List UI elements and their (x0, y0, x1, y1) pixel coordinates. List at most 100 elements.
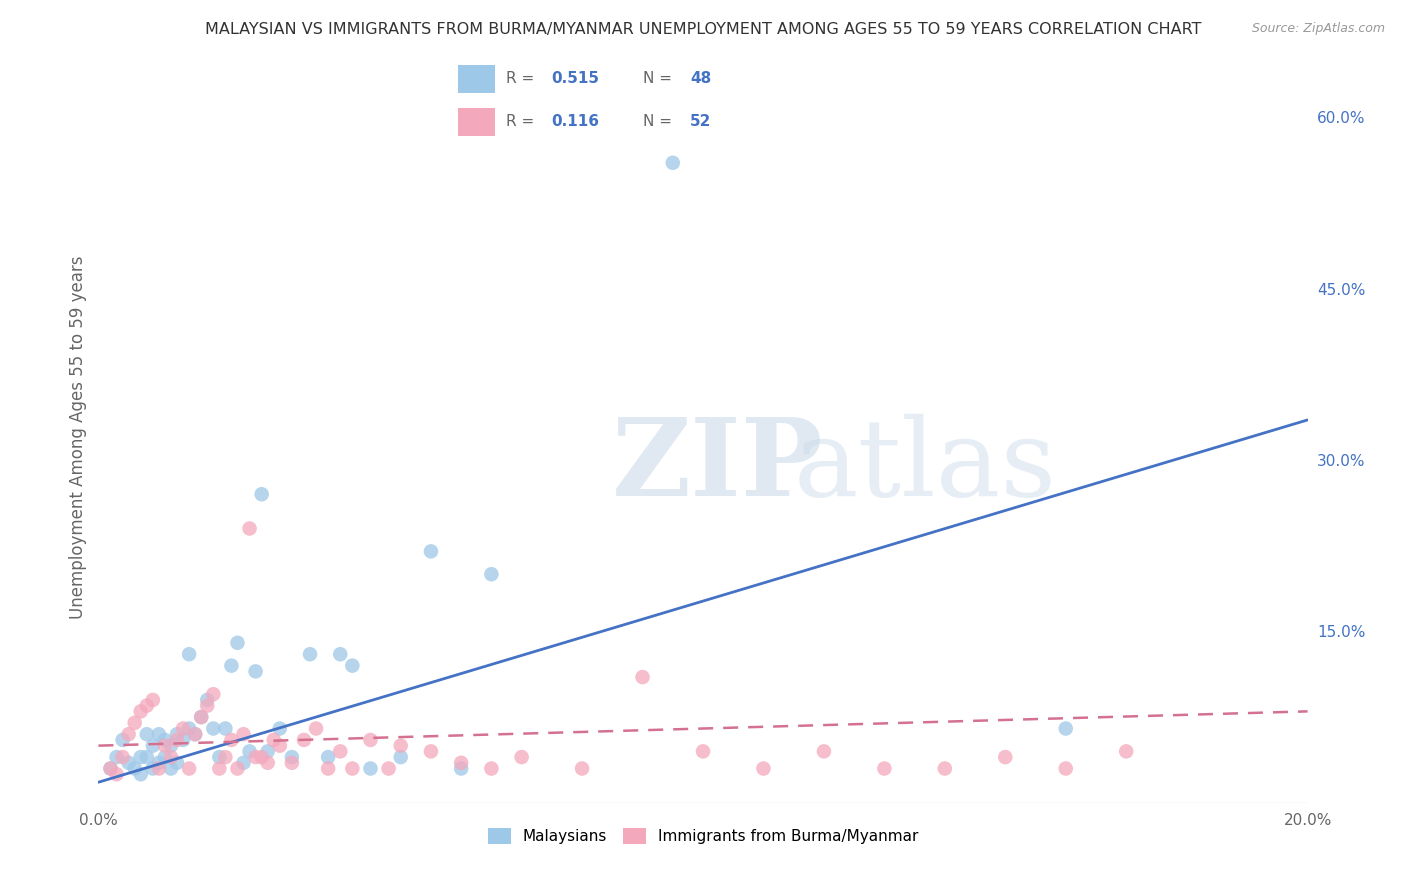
Point (377, 762, 399, 776)
Point (281, 750, 304, 764)
Point (202, 687, 225, 701)
Point (105, 767, 128, 781)
Point (100, 762, 122, 776)
Point (873, 762, 896, 776)
Point (208, 750, 231, 764)
Point (510, 750, 533, 764)
Point (195, 693, 218, 707)
Point (142, 762, 165, 776)
Point (221, 733, 243, 747)
Point (299, 647, 322, 661)
FancyBboxPatch shape (458, 108, 495, 136)
Point (316, 750, 339, 764)
Text: N =: N = (643, 71, 676, 87)
Point (269, 739, 291, 753)
Point (124, 715, 146, 730)
Point (292, 733, 315, 747)
Point (256, 756, 278, 770)
Point (148, 762, 170, 776)
Point (389, 750, 412, 764)
Point (226, 636, 249, 650)
Point (994, 750, 1017, 764)
Point (166, 756, 188, 770)
Text: Source: ZipAtlas.com: Source: ZipAtlas.com (1251, 22, 1385, 36)
Point (129, 767, 152, 781)
Point (232, 727, 254, 741)
Point (1054, 722, 1077, 736)
Point (166, 733, 188, 747)
Text: MALAYSIAN VS IMMIGRANTS FROM BURMA/MYANMAR UNEMPLOYMENT AMONG AGES 55 TO 59 YEAR: MALAYSIAN VS IMMIGRANTS FROM BURMA/MYANM… (205, 22, 1201, 37)
Point (360, 733, 382, 747)
Point (118, 756, 141, 770)
Point (281, 756, 304, 770)
Point (166, 727, 188, 741)
Point (420, 544, 443, 558)
Text: 0.116: 0.116 (551, 114, 599, 129)
Text: R =: R = (506, 71, 538, 87)
Point (214, 722, 236, 736)
Point (160, 750, 183, 764)
Point (481, 567, 503, 582)
Point (148, 727, 170, 741)
Point (226, 762, 249, 776)
Text: atlas: atlas (793, 414, 1057, 519)
Point (631, 670, 654, 684)
Point (221, 658, 243, 673)
Point (450, 762, 472, 776)
Point (179, 762, 201, 776)
Point (232, 756, 254, 770)
Point (342, 762, 364, 776)
Point (481, 762, 503, 776)
Point (129, 705, 152, 719)
Point (190, 710, 212, 724)
Point (239, 744, 262, 758)
Text: ZIP: ZIP (613, 413, 824, 519)
Point (450, 756, 472, 770)
Point (250, 487, 273, 501)
Legend: Malaysians, Immigrants from Burma/Myanmar: Malaysians, Immigrants from Burma/Myanma… (482, 822, 924, 850)
Text: 0.515: 0.515 (551, 71, 599, 87)
Point (135, 698, 157, 713)
Point (256, 744, 278, 758)
Point (160, 762, 183, 776)
Point (813, 744, 835, 758)
Point (184, 727, 207, 741)
Point (245, 665, 267, 679)
Point (148, 756, 170, 770)
Point (420, 744, 443, 758)
Point (389, 739, 412, 753)
Point (135, 750, 157, 764)
Point (135, 727, 157, 741)
Point (179, 647, 201, 661)
Point (142, 739, 165, 753)
Point (105, 750, 128, 764)
Point (661, 155, 683, 169)
Point (124, 762, 146, 776)
Point (214, 750, 236, 764)
Y-axis label: Unemployment Among Ages 55 to 59 years: Unemployment Among Ages 55 to 59 years (69, 255, 87, 619)
Point (360, 762, 382, 776)
Point (172, 722, 194, 736)
Point (316, 762, 339, 776)
Point (239, 521, 262, 535)
Point (160, 739, 183, 753)
Point (263, 733, 285, 747)
Point (1054, 762, 1077, 776)
Point (118, 727, 141, 741)
Point (245, 750, 267, 764)
Point (329, 647, 352, 661)
Point (142, 693, 165, 707)
Text: 52: 52 (690, 114, 711, 129)
Point (129, 750, 152, 764)
Point (172, 733, 194, 747)
Point (202, 722, 225, 736)
Point (100, 762, 122, 776)
Text: N =: N = (643, 114, 676, 129)
Point (269, 722, 291, 736)
Point (250, 750, 273, 764)
Point (153, 750, 176, 764)
Point (153, 739, 176, 753)
Point (179, 722, 201, 736)
Point (305, 722, 328, 736)
Point (153, 733, 176, 747)
